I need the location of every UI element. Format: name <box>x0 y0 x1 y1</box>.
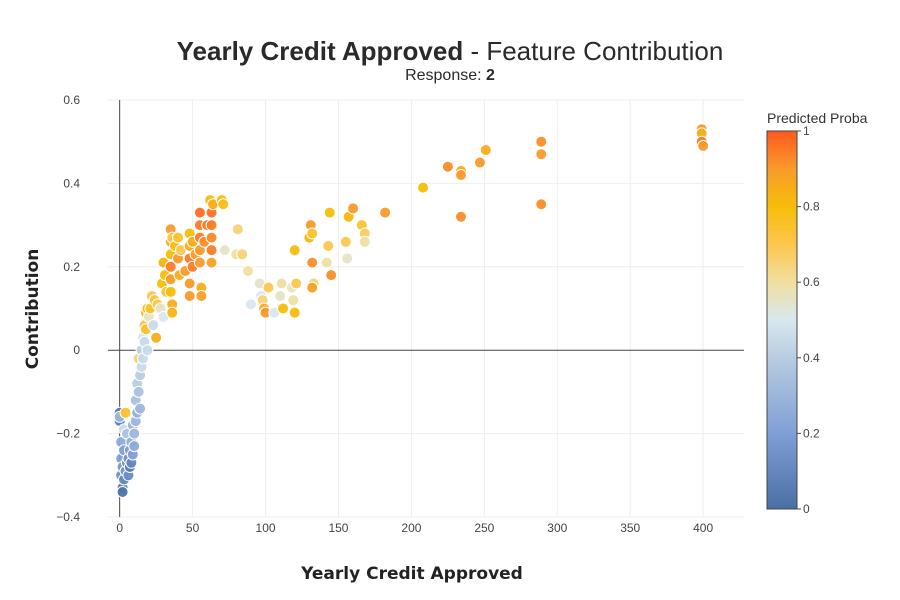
data-point[interactable] <box>441 160 454 173</box>
data-point[interactable] <box>275 277 288 290</box>
x-tick-label: 200 <box>401 521 421 535</box>
x-tick-label: 50 <box>186 521 200 535</box>
x-tick-label: 250 <box>474 521 494 535</box>
data-point[interactable] <box>147 319 160 332</box>
subtitle-label: Response: <box>405 67 482 84</box>
data-point[interactable] <box>479 144 492 157</box>
colorbar-tick-label: 0.8 <box>803 200 820 214</box>
data-point[interactable] <box>205 244 218 257</box>
data-point[interactable] <box>455 169 468 182</box>
colorbar-tick-label: 0.4 <box>803 351 820 365</box>
data-point[interactable] <box>164 285 177 298</box>
data-point[interactable] <box>277 302 290 315</box>
subtitle-value: 2 <box>486 67 495 84</box>
axes <box>108 100 744 517</box>
data-point[interactable] <box>379 206 392 219</box>
colorbar-ticks: 0 0.2 0.4 0.6 0.8 1 <box>797 124 820 516</box>
chart-title-bold: Yearly Credit Approved <box>176 36 464 66</box>
data-point[interactable] <box>193 256 206 269</box>
chart-title-rest: - Feature Contribution <box>470 36 724 66</box>
data-point[interactable] <box>231 223 244 236</box>
data-point[interactable] <box>236 248 249 261</box>
y-tick-label: −0.2 <box>56 427 80 441</box>
data-point[interactable] <box>164 260 177 273</box>
data-point[interactable] <box>150 331 163 344</box>
data-point[interactable] <box>193 206 206 219</box>
colorbar-tick-label: 0.2 <box>803 426 820 440</box>
x-tick-label: 400 <box>693 521 713 535</box>
data-point[interactable] <box>262 281 275 294</box>
data-point[interactable] <box>183 289 196 302</box>
data-point[interactable] <box>535 135 548 148</box>
x-tick-label: 100 <box>256 521 276 535</box>
x-tick-label: 0 <box>116 521 123 535</box>
data-point[interactable] <box>306 281 319 294</box>
data-point[interactable] <box>325 269 338 282</box>
data-point[interactable] <box>132 385 145 398</box>
data-point[interactable] <box>339 235 352 248</box>
data-point[interactable] <box>455 210 468 223</box>
y-tick-label: −0.4 <box>56 510 80 524</box>
chart-subtitle: Response: 2 <box>0 66 900 86</box>
data-point[interactable] <box>116 485 129 498</box>
data-point[interactable] <box>347 202 360 215</box>
data-point[interactable] <box>287 294 300 307</box>
data-point[interactable] <box>128 427 141 440</box>
data-point[interactable] <box>535 198 548 211</box>
data-point[interactable] <box>417 181 430 194</box>
data-point[interactable] <box>205 231 218 244</box>
y-tick-label: 0.4 <box>63 176 80 190</box>
data-point[interactable] <box>320 256 333 269</box>
data-point[interactable] <box>172 231 185 244</box>
data-point[interactable] <box>205 219 218 232</box>
data-points[interactable] <box>113 123 710 498</box>
chart-title: Yearly Credit Approved - Feature Contrib… <box>0 36 900 66</box>
data-point[interactable] <box>473 156 486 169</box>
data-point[interactable] <box>128 440 141 453</box>
colorbar-tick-label: 1 <box>803 124 810 138</box>
data-point[interactable] <box>205 256 218 269</box>
x-tick-label: 150 <box>328 521 348 535</box>
x-tick-label: 350 <box>620 521 640 535</box>
data-point[interactable] <box>218 244 231 257</box>
data-point[interactable] <box>141 344 154 357</box>
data-point[interactable] <box>535 148 548 161</box>
colorbar-title: Predicted Proba <box>767 110 868 126</box>
y-axis-label: Contribution <box>23 249 43 370</box>
data-point[interactable] <box>244 298 257 311</box>
data-point[interactable] <box>274 289 287 302</box>
data-point[interactable] <box>323 206 336 219</box>
data-point[interactable] <box>183 277 196 290</box>
data-point[interactable] <box>697 139 710 152</box>
data-point[interactable] <box>217 198 230 211</box>
data-point[interactable] <box>306 256 319 269</box>
data-point[interactable] <box>242 264 255 277</box>
data-point[interactable] <box>290 277 303 290</box>
colorbar: Predicted Proba 0 0.2 0.4 0.6 0.8 1 <box>766 110 868 516</box>
data-point[interactable] <box>322 239 335 252</box>
grid-lines <box>108 99 744 518</box>
y-tick-label: 0.6 <box>63 93 80 107</box>
data-point[interactable] <box>358 235 371 248</box>
data-point[interactable] <box>341 252 354 265</box>
data-point[interactable] <box>288 306 301 319</box>
colorbar-tick-label: 0 <box>803 502 810 516</box>
data-point[interactable] <box>288 244 301 257</box>
data-point[interactable] <box>119 406 132 419</box>
x-axis-label: Yearly Credit Approved <box>300 564 523 584</box>
data-point[interactable] <box>306 227 319 240</box>
data-point[interactable] <box>134 402 147 415</box>
y-tick-label: 0.2 <box>63 260 80 274</box>
colorbar-tick-label: 0.6 <box>803 275 820 289</box>
data-point[interactable] <box>195 289 208 302</box>
colorbar-gradient <box>766 130 798 510</box>
data-point[interactable] <box>166 306 179 319</box>
tick-labels: −0.4 −0.2 0 0.2 0.4 0.6 0 50 100 150 200 250 300 350 4… <box>56 93 713 535</box>
x-tick-label: 300 <box>547 521 567 535</box>
y-tick-label: 0 <box>73 343 80 357</box>
